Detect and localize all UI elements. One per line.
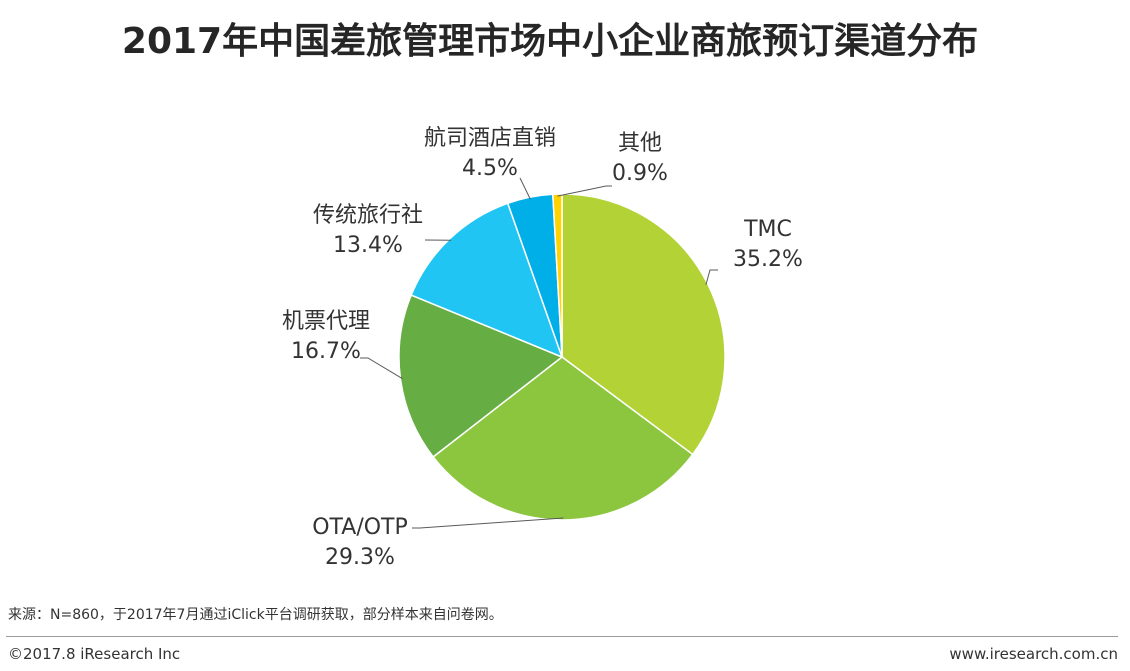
pie-slice-2 — [398, 294, 564, 458]
website-link[interactable]: www.iresearch.com.cn — [949, 645, 1118, 663]
chart-title: 2017年中国差旅管理市场中小企业商旅预订渠道分布 — [121, 21, 979, 62]
slice-value-5: 0.9% — [612, 161, 668, 186]
pie-slice-0 — [561, 193, 726, 456]
slice-label-5: 其他 — [618, 131, 662, 156]
leader-line-5 — [557, 185, 612, 197]
slice-label-1: OTA/OTP — [312, 515, 408, 540]
leader-line-4 — [519, 177, 531, 200]
slice-value-4: 4.5% — [462, 156, 518, 181]
leader-line-0 — [705, 269, 718, 285]
slice-label-0: TMC — [743, 217, 792, 242]
leader-line-1 — [412, 517, 564, 529]
pie-slice-3 — [410, 202, 564, 359]
source-note: 来源：N=860，于2017年7月通过iClick平台调研获取，部分样本来自问卷… — [8, 607, 503, 623]
pie-slice-5 — [551, 193, 563, 358]
slice-value-3: 13.4% — [333, 233, 403, 258]
slice-value-2: 16.7% — [291, 339, 361, 364]
slice-value-1: 29.3% — [325, 545, 395, 570]
pie-chart: TMC 35.2% OTA/OTP 29.3% 机票代理 16.7% 传统旅行社 13.4% 航… — [282, 126, 803, 570]
copyright-text: ©2017.8 iResearch Inc — [8, 645, 181, 663]
pie-slice-1 — [432, 356, 694, 521]
leader-line-2 — [360, 357, 403, 380]
slice-label-3: 传统旅行社 — [313, 203, 423, 228]
footer-divider — [6, 636, 1118, 637]
slice-value-0: 35.2% — [733, 247, 803, 272]
slice-label-4: 航司酒店直销 — [424, 126, 556, 151]
slice-label-2: 机票代理 — [282, 309, 370, 334]
pie-chart-svg: TMC 35.2% OTA/OTP 29.3% 机票代理 16.7% 传统旅行社 13.4% 航… — [282, 126, 803, 570]
